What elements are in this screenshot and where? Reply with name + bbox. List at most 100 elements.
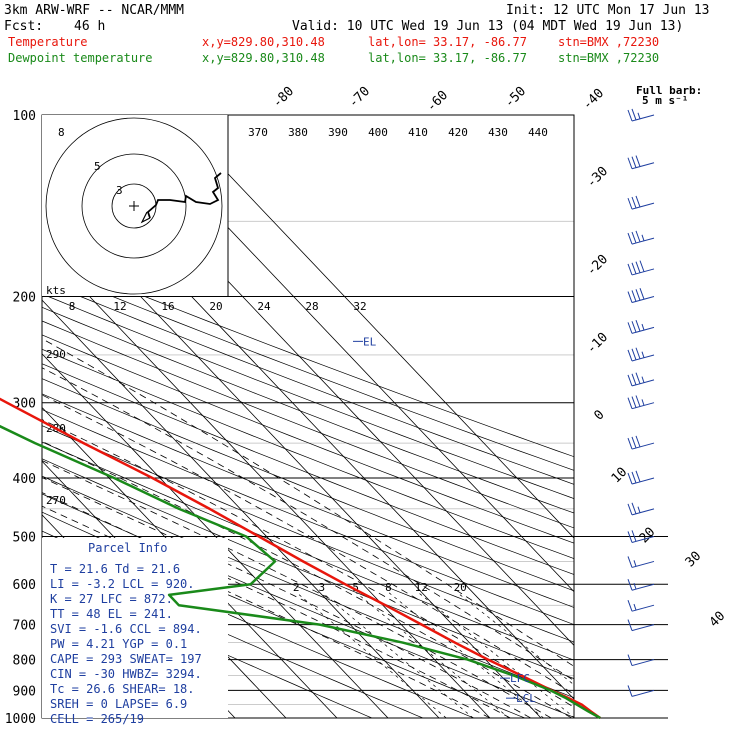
wind-barb-half [641,323,645,331]
parcel-info-row: LI = -3.2 LCL = 920. [50,577,195,591]
dew-latlon: lat,lon= 33.17, -86.77 [368,51,527,65]
dry-adiabat-line [42,267,574,471]
isotherm-label: -10 [584,330,611,357]
wind-barb-flag [635,230,641,243]
dry-adiabat-label: 270 [46,494,66,507]
dry-adiabat-line [42,393,574,608]
header-block: 3km ARW-WRF -- NCAR/MMM Init: 12 UTC Mon… [4,3,710,107]
dew-legend-label: Dewpoint temperature [8,51,153,65]
wind-barb-flag [635,372,641,384]
parcel-info-panel: Parcel Info T = 21.6 Td = 21.6LI = -3.2 … [42,538,228,726]
pressure-label: 300 [13,397,36,412]
pressure-label: 400 [13,472,36,487]
isotherm-label: 10 [609,465,631,487]
dew-xy: x,y=829.80,310.48 [202,51,325,65]
wind-barb-flag [631,108,637,121]
dry-adiabat-line [42,254,574,458]
wind-barb-flag [627,157,633,169]
parcel-info-row: TT = 48 EL = 241. [50,607,173,621]
wind-barb-flag [631,471,637,484]
wind-barb-flag [631,290,637,302]
wind-barb-flag [631,396,637,408]
parcel-marker-label: LCL [516,692,536,705]
wind-barb-flag [635,470,641,483]
hodograph: 8 5 3 kts [42,115,229,297]
mixing-ratio-label: 3 [318,581,325,594]
moist-adiabat-line [42,492,511,718]
wind-barb-flag [635,319,641,332]
hodograph-circle-label: 3 [116,184,123,197]
temp-legend-label: Temperature [8,35,87,49]
isotherm-line [42,406,338,718]
wind-barb-flag [627,397,633,409]
wind-barb-half [637,506,641,513]
moist-adiabat-line [42,477,531,718]
parcel-marker-label: LFC [510,672,530,685]
full-barb-value: 5 m s⁻¹ [642,94,688,107]
hodograph-unit-label: kts [46,284,66,297]
wind-barb-flag [635,435,641,448]
wind-barb-flag [627,531,633,543]
wind-barb-flag [627,197,633,210]
mixing-ratio-line [296,592,447,718]
wind-barb-flag [627,654,633,666]
wind-barb-flag [631,156,637,168]
isotherm-line [42,353,389,718]
wind-barb-half [641,234,645,241]
mixing-ratio-labels: 2 3 5 8 12 20 [293,581,467,594]
wind-barb-flag [635,395,641,407]
isotherm-label: 30 [683,549,705,571]
theta-label: 380 [288,126,308,139]
wind-barb-flag [627,619,633,631]
wind-barb-flag [627,374,633,387]
isotherm-label: -20 [584,252,611,279]
wind-barb-flag [631,373,637,385]
wind-barb-flag [627,349,633,362]
mixing-ratio-line [418,592,574,718]
isotherm-label: -80 [270,84,297,111]
hodograph-ring-label: 24 [257,300,271,313]
wind-barb-flag [627,579,633,591]
dry-adiabat-line [42,570,373,718]
wind-barb-flag [627,600,633,612]
mixing-ratio-line [388,592,544,718]
isotherm-label: -50 [502,84,529,111]
isotherm-label: 40 [707,609,729,631]
isotherm-line [171,115,574,539]
isotherm-label: -70 [346,84,373,111]
profiles [0,397,601,720]
wind-barb-flag [635,155,641,167]
wind-barb-staff [631,689,655,697]
mixing-ratio-line [322,592,474,718]
parcel-info-row: T = 21.6 Td = 21.6 [50,562,180,576]
theta-label: 410 [408,126,428,139]
pressure-label: 900 [13,684,36,699]
hodograph-ring-label: 20 [209,300,222,313]
pressure-label: 200 [13,291,36,306]
parcel-info-row: Tc = 26.6 SHEAR= 18. [50,682,195,696]
wind-barb-half [641,351,645,358]
moist-adiabat-line [42,440,572,718]
wind-barb-flag [639,288,645,300]
theta-label: 420 [448,126,468,139]
temp-latlon: lat,lon= 33.17, -86.77 [368,35,527,49]
wind-barb-flag [627,322,633,334]
dry-adiabat-line [42,441,574,661]
dry-adiabat-line [42,320,574,529]
mixing-ratio-label: 5 [352,581,359,594]
moist-adiabat-line [42,460,552,718]
wind-barb-flag [627,291,633,303]
mixing-ratio-label: 2 [293,581,300,594]
wind-barb-flag [627,556,633,568]
dry-adiabat-line [42,280,574,485]
wind-barb-flag [639,260,645,272]
wind-barb-flag [627,437,633,450]
mixing-ratio-label: 8 [385,581,392,594]
wind-barb-half [641,376,645,383]
parcel-info-title: Parcel Info [88,541,167,555]
hodograph-ring-label: 28 [305,300,318,313]
wind-barb-flag [631,262,637,275]
fcst-label: Fcst: [4,19,43,34]
wind-barb-flag [627,263,633,276]
